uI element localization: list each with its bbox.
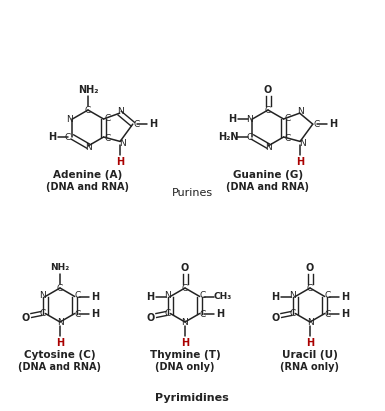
Text: (DNA and RNA): (DNA and RNA) xyxy=(18,362,102,372)
Text: Guanine (G): Guanine (G) xyxy=(233,170,303,180)
Text: N: N xyxy=(119,139,126,148)
Text: Uracil (U): Uracil (U) xyxy=(282,350,338,360)
Text: Cytosine (C): Cytosine (C) xyxy=(24,350,96,360)
Text: (RNA only): (RNA only) xyxy=(281,362,340,372)
Text: H: H xyxy=(216,309,224,319)
Text: H: H xyxy=(341,309,349,319)
Text: H: H xyxy=(116,157,124,167)
Text: N: N xyxy=(297,106,304,115)
Text: N: N xyxy=(164,291,171,300)
Text: N: N xyxy=(39,291,46,300)
Text: H: H xyxy=(181,338,189,348)
Text: C: C xyxy=(199,310,206,319)
Text: H: H xyxy=(271,291,280,302)
Text: C: C xyxy=(246,132,253,141)
Text: C: C xyxy=(104,113,111,122)
Text: C: C xyxy=(75,291,81,300)
Text: C: C xyxy=(307,284,313,293)
Text: N: N xyxy=(117,106,124,115)
Text: H: H xyxy=(341,291,349,302)
Text: C: C xyxy=(164,309,171,318)
Text: C: C xyxy=(199,291,206,300)
Text: C: C xyxy=(104,134,111,143)
Text: C: C xyxy=(75,310,81,319)
Text: H: H xyxy=(90,309,99,319)
Text: N: N xyxy=(57,318,64,326)
Text: C: C xyxy=(285,134,291,143)
Text: C: C xyxy=(85,106,91,115)
Text: H: H xyxy=(296,157,304,167)
Text: C: C xyxy=(314,120,320,129)
Text: (DNA and RNA): (DNA and RNA) xyxy=(226,182,310,192)
Text: Adenine (A): Adenine (A) xyxy=(54,170,123,180)
Text: H: H xyxy=(56,338,64,348)
Text: N: N xyxy=(246,115,253,123)
Text: H₂N: H₂N xyxy=(218,132,239,142)
Text: H: H xyxy=(306,338,314,348)
Text: N: N xyxy=(85,143,91,152)
Text: C: C xyxy=(64,132,70,141)
Text: C: C xyxy=(325,310,331,319)
Text: O: O xyxy=(21,312,29,323)
Text: C: C xyxy=(134,120,140,129)
Text: N: N xyxy=(182,318,188,326)
Text: O: O xyxy=(306,263,314,273)
Text: H: H xyxy=(146,291,154,302)
Text: O: O xyxy=(181,263,189,273)
Text: O: O xyxy=(264,85,272,95)
Text: H: H xyxy=(329,119,337,129)
Text: Pyrimidines: Pyrimidines xyxy=(155,393,229,403)
Text: NH₂: NH₂ xyxy=(78,85,98,95)
Text: Thymine (T): Thymine (T) xyxy=(150,350,220,360)
Text: C: C xyxy=(289,309,295,318)
Text: (DNA and RNA): (DNA and RNA) xyxy=(47,182,129,192)
Text: N: N xyxy=(264,143,271,152)
Text: NH₂: NH₂ xyxy=(50,263,70,272)
Text: O: O xyxy=(271,312,280,323)
Text: N: N xyxy=(289,291,296,300)
Text: H: H xyxy=(149,119,157,129)
Text: N: N xyxy=(66,115,73,123)
Text: C: C xyxy=(325,291,331,300)
Text: (DNA only): (DNA only) xyxy=(155,362,215,372)
Text: H: H xyxy=(49,132,57,142)
Text: N: N xyxy=(306,318,313,326)
Text: C: C xyxy=(39,309,45,318)
Text: Purines: Purines xyxy=(171,188,213,198)
Text: N: N xyxy=(299,139,305,148)
Text: C: C xyxy=(57,284,63,293)
Text: C: C xyxy=(182,284,188,293)
Text: H: H xyxy=(90,291,99,302)
Text: O: O xyxy=(146,312,154,323)
Text: CH₃: CH₃ xyxy=(214,292,232,301)
Text: C: C xyxy=(265,106,271,115)
Text: C: C xyxy=(285,113,291,122)
Text: H: H xyxy=(228,114,236,124)
